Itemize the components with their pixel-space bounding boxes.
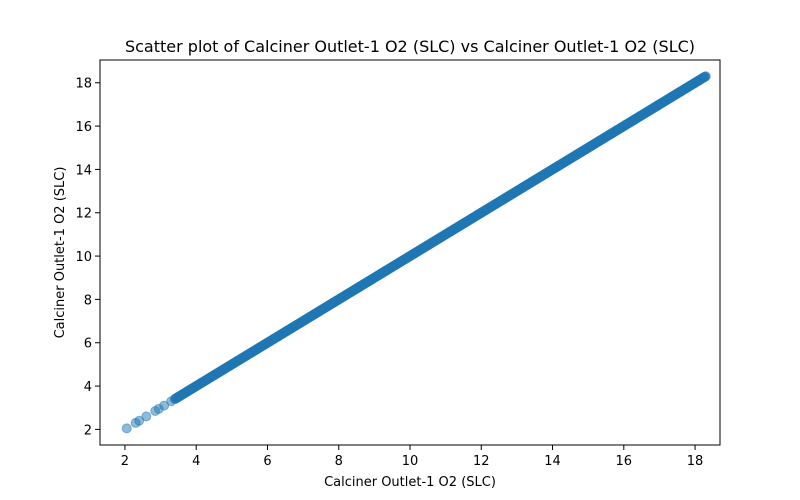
x-tick-label: 2 (121, 454, 129, 469)
x-tick-label: 4 (192, 454, 200, 469)
x-axis-ticks: 2 4 6 8 10 12 14 16 18 (121, 445, 704, 469)
chart-title: Scatter plot of Calciner Outlet-1 O2 (SL… (125, 37, 695, 56)
data-point (134, 415, 145, 426)
y-tick-label: 4 (84, 380, 92, 395)
data-point (121, 423, 132, 434)
y-axis-ticks: 2 4 6 8 10 12 14 16 18 (75, 77, 100, 438)
data-point (141, 411, 152, 422)
y-tick-label: 10 (75, 250, 92, 265)
scatter-points (121, 71, 711, 434)
y-tick-label: 12 (75, 207, 92, 222)
x-tick-label: 8 (335, 454, 343, 469)
x-tick-label: 18 (687, 454, 704, 469)
y-tick-label: 2 (84, 423, 92, 438)
y-tick-label: 14 (75, 163, 92, 178)
x-tick-label: 14 (544, 454, 561, 469)
y-tick-label: 6 (84, 337, 92, 352)
y-tick-label: 18 (75, 77, 92, 92)
y-tick-label: 8 (84, 293, 92, 308)
x-axis-label: Calciner Outlet-1 O2 (SLC) (324, 475, 496, 490)
x-tick-label: 12 (473, 454, 490, 469)
x-tick-label: 10 (402, 454, 419, 469)
x-tick-label: 6 (263, 454, 271, 469)
data-point (700, 71, 711, 82)
y-axis-label: Calciner Outlet-1 O2 (SLC) (53, 167, 68, 339)
data-point (159, 400, 170, 411)
y-tick-label: 16 (75, 120, 92, 135)
x-tick-label: 16 (616, 454, 633, 469)
